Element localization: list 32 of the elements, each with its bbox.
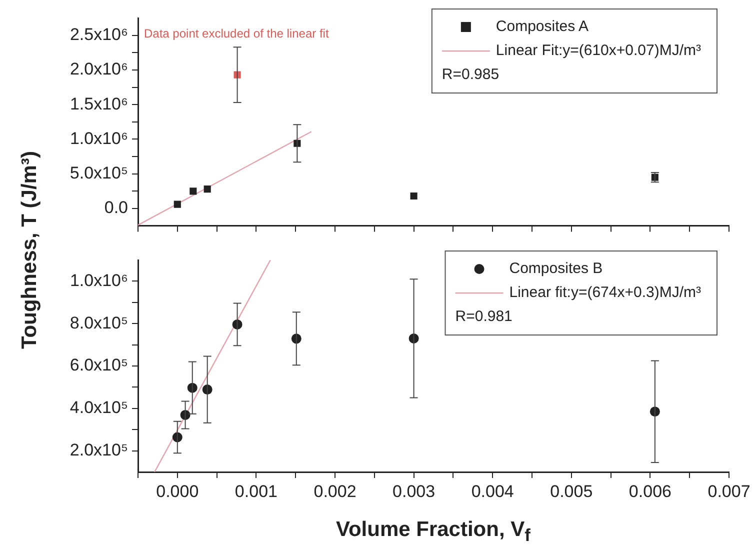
y-tick-label: 2.0x10⁶ [70, 60, 128, 79]
y-tick-label: 0.0 [104, 198, 128, 218]
legend-label: Linear Fit:y=(610x+0.07)MJ/m³ [496, 42, 702, 60]
y-tick-label: 5.0x10⁵ [70, 164, 128, 183]
legend-label: Linear fit:y=(674x+0.3)MJ/m³ [509, 284, 702, 302]
x-tick-label: 0.000 [156, 482, 199, 501]
point [204, 186, 211, 193]
point [174, 200, 181, 208]
x-tick-label: 0.003 [392, 482, 436, 501]
x-tick-label: 0.001 [234, 482, 278, 501]
annotation: R=0.981 [455, 308, 512, 326]
legend-label: Composites B [509, 260, 603, 278]
y-axis-title: Toughness, T (J/m³) [18, 151, 42, 349]
y-tick-label: 6.0x10⁵ [70, 356, 128, 375]
point [410, 192, 418, 200]
x-tick-label: 0.004 [471, 482, 514, 501]
x-tick-label: 0.005 [550, 482, 593, 501]
x-tick-label: 0.006 [628, 482, 672, 501]
x-tick-label: 0.007 [708, 482, 750, 501]
y-tick-label: 1.0x10⁶ [70, 128, 128, 148]
y-tick-label: 2.0x10⁵ [70, 440, 128, 460]
y-tick-label: 1.0x10⁶ [70, 270, 128, 290]
y-tick-label: 2.5x10⁶ [70, 25, 128, 44]
point [190, 188, 197, 195]
y-tick-label: 8.0x10⁵ [70, 313, 128, 332]
x-tick-label: 0.002 [314, 482, 356, 501]
x-axis-title: Volume Fraction, V$_{f}$ [336, 518, 530, 546]
annotation: Data point excluded of the linear fit [144, 26, 330, 40]
y-tick-label: 4.0x10⁵ [70, 398, 128, 418]
annotation: R=0.985 [442, 66, 500, 84]
legend-label: Composites A [496, 18, 588, 36]
y-tick-label: 1.5x10⁶ [70, 94, 128, 114]
